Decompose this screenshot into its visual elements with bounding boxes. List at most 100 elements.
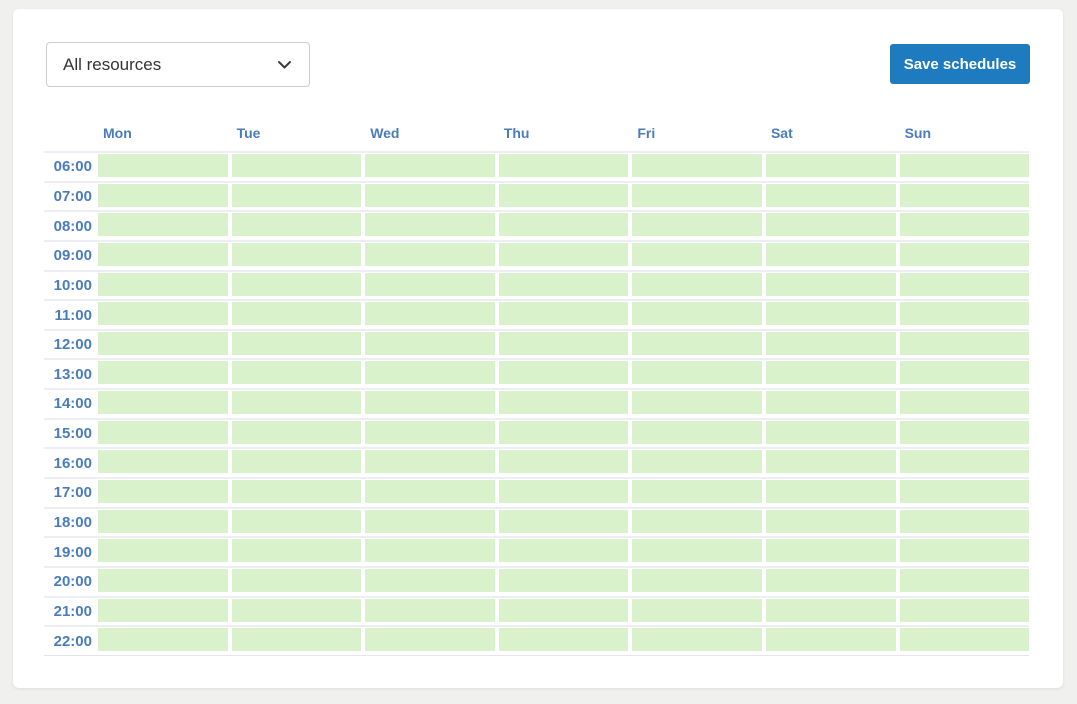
slot-wed-15:00[interactable] <box>365 420 495 444</box>
slot-fri-22:00[interactable] <box>632 628 762 652</box>
slot-sun-18:00[interactable] <box>899 509 1030 533</box>
slot-fri-12:00[interactable] <box>632 331 762 355</box>
slot-thu-09:00[interactable] <box>498 242 629 266</box>
slot-wed-11:00[interactable] <box>365 302 495 326</box>
slot-sun-20:00[interactable] <box>899 568 1030 592</box>
slot-sat-21:00[interactable] <box>765 598 896 622</box>
slot-sun-16:00[interactable] <box>899 450 1030 474</box>
slot-wed-16:00[interactable] <box>365 450 495 474</box>
slot-mon-10:00[interactable] <box>98 272 228 296</box>
slot-fri-07:00[interactable] <box>632 183 762 207</box>
slot-wed-10:00[interactable] <box>365 272 495 296</box>
slot-fri-15:00[interactable] <box>632 420 762 444</box>
slot-mon-16:00[interactable] <box>98 450 228 474</box>
slot-sat-12:00[interactable] <box>765 331 896 355</box>
slot-tue-12:00[interactable] <box>231 331 362 355</box>
slot-mon-07:00[interactable] <box>98 183 228 207</box>
slot-mon-12:00[interactable] <box>98 331 228 355</box>
slot-fri-06:00[interactable] <box>632 154 762 177</box>
slot-wed-09:00[interactable] <box>365 242 495 266</box>
slot-mon-18:00[interactable] <box>98 509 228 533</box>
slot-sat-10:00[interactable] <box>765 272 896 296</box>
slot-thu-07:00[interactable] <box>498 183 629 207</box>
slot-sun-11:00[interactable] <box>899 302 1030 326</box>
slot-wed-18:00[interactable] <box>365 509 495 533</box>
slot-tue-15:00[interactable] <box>231 420 362 444</box>
slot-mon-06:00[interactable] <box>98 154 228 177</box>
slot-sun-17:00[interactable] <box>899 480 1030 504</box>
slot-tue-20:00[interactable] <box>231 568 362 592</box>
slot-sun-08:00[interactable] <box>899 213 1030 237</box>
slot-thu-08:00[interactable] <box>498 213 629 237</box>
slot-tue-18:00[interactable] <box>231 509 362 533</box>
slot-wed-12:00[interactable] <box>365 331 495 355</box>
slot-tue-08:00[interactable] <box>231 213 362 237</box>
slot-sat-18:00[interactable] <box>765 509 896 533</box>
slot-sun-07:00[interactable] <box>899 183 1030 207</box>
slot-tue-07:00[interactable] <box>231 183 362 207</box>
slot-sat-19:00[interactable] <box>765 539 896 563</box>
slot-tue-19:00[interactable] <box>231 539 362 563</box>
slot-sun-06:00[interactable] <box>899 154 1030 177</box>
slot-thu-15:00[interactable] <box>498 420 629 444</box>
slot-sat-09:00[interactable] <box>765 242 896 266</box>
slot-sat-06:00[interactable] <box>765 154 896 177</box>
slot-thu-20:00[interactable] <box>498 568 629 592</box>
slot-thu-22:00[interactable] <box>498 628 629 652</box>
slot-wed-13:00[interactable] <box>365 361 495 385</box>
slot-sun-22:00[interactable] <box>899 628 1030 652</box>
slot-mon-20:00[interactable] <box>98 568 228 592</box>
slot-mon-19:00[interactable] <box>98 539 228 563</box>
slot-fri-16:00[interactable] <box>632 450 762 474</box>
slot-wed-21:00[interactable] <box>365 598 495 622</box>
slot-tue-22:00[interactable] <box>231 628 362 652</box>
slot-mon-21:00[interactable] <box>98 598 228 622</box>
slot-sat-07:00[interactable] <box>765 183 896 207</box>
slot-sat-15:00[interactable] <box>765 420 896 444</box>
slot-sun-12:00[interactable] <box>899 331 1030 355</box>
slot-tue-06:00[interactable] <box>231 154 362 177</box>
slot-mon-13:00[interactable] <box>98 361 228 385</box>
slot-sat-08:00[interactable] <box>765 213 896 237</box>
slot-thu-14:00[interactable] <box>498 391 629 415</box>
slot-sun-10:00[interactable] <box>899 272 1030 296</box>
slot-sat-17:00[interactable] <box>765 480 896 504</box>
slot-thu-16:00[interactable] <box>498 450 629 474</box>
slot-wed-17:00[interactable] <box>365 480 495 504</box>
slot-thu-13:00[interactable] <box>498 361 629 385</box>
slot-tue-14:00[interactable] <box>231 391 362 415</box>
slot-sun-19:00[interactable] <box>899 539 1030 563</box>
slot-tue-16:00[interactable] <box>231 450 362 474</box>
slot-tue-09:00[interactable] <box>231 242 362 266</box>
slot-fri-21:00[interactable] <box>632 598 762 622</box>
slot-thu-10:00[interactable] <box>498 272 629 296</box>
slot-wed-22:00[interactable] <box>365 628 495 652</box>
slot-tue-21:00[interactable] <box>231 598 362 622</box>
slot-sat-11:00[interactable] <box>765 302 896 326</box>
slot-wed-06:00[interactable] <box>365 154 495 177</box>
slot-mon-14:00[interactable] <box>98 391 228 415</box>
slot-tue-13:00[interactable] <box>231 361 362 385</box>
slot-fri-19:00[interactable] <box>632 539 762 563</box>
slot-tue-11:00[interactable] <box>231 302 362 326</box>
slot-mon-17:00[interactable] <box>98 480 228 504</box>
slot-sun-09:00[interactable] <box>899 242 1030 266</box>
slot-tue-10:00[interactable] <box>231 272 362 296</box>
slot-fri-08:00[interactable] <box>632 213 762 237</box>
slot-mon-22:00[interactable] <box>98 628 228 652</box>
slot-fri-10:00[interactable] <box>632 272 762 296</box>
slot-fri-18:00[interactable] <box>632 509 762 533</box>
slot-sat-22:00[interactable] <box>765 628 896 652</box>
slot-thu-06:00[interactable] <box>498 154 629 177</box>
slot-mon-11:00[interactable] <box>98 302 228 326</box>
slot-wed-19:00[interactable] <box>365 539 495 563</box>
slot-sat-16:00[interactable] <box>765 450 896 474</box>
slot-thu-11:00[interactable] <box>498 302 629 326</box>
slot-mon-15:00[interactable] <box>98 420 228 444</box>
slot-wed-14:00[interactable] <box>365 391 495 415</box>
slot-fri-11:00[interactable] <box>632 302 762 326</box>
slot-sun-21:00[interactable] <box>899 598 1030 622</box>
slot-fri-14:00[interactable] <box>632 391 762 415</box>
slot-tue-17:00[interactable] <box>231 480 362 504</box>
slot-fri-20:00[interactable] <box>632 568 762 592</box>
